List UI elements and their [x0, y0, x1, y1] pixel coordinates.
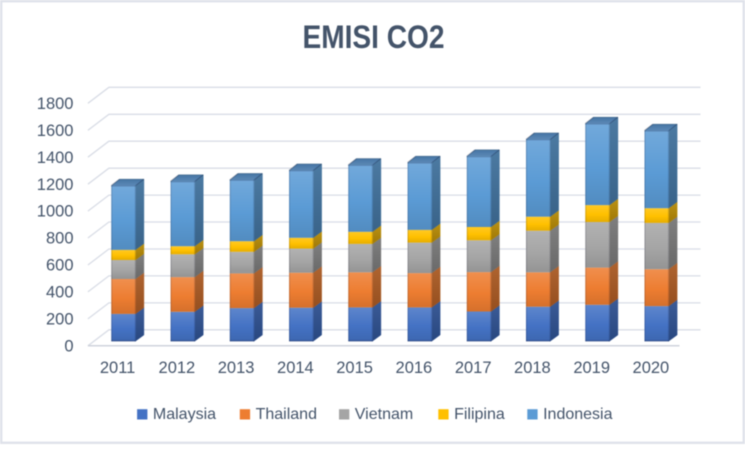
svg-text:2018: 2018 [514, 359, 551, 377]
svg-text:Indonesia: Indonesia [543, 406, 612, 423]
svg-text:1200: 1200 [37, 176, 74, 194]
svg-text:600: 600 [46, 257, 74, 275]
svg-text:2015: 2015 [336, 359, 373, 377]
svg-text:2012: 2012 [159, 359, 196, 377]
svg-text:0: 0 [64, 337, 73, 355]
svg-text:2017: 2017 [455, 359, 492, 377]
svg-text:2016: 2016 [396, 359, 433, 377]
svg-text:1400: 1400 [37, 149, 74, 167]
svg-text:2014: 2014 [277, 359, 314, 377]
svg-text:Malaysia: Malaysia [153, 406, 216, 423]
svg-text:Vietnam: Vietnam [355, 406, 413, 423]
svg-text:Filipina: Filipina [454, 406, 505, 423]
svg-text:1800: 1800 [37, 95, 74, 113]
svg-text:2013: 2013 [218, 359, 255, 377]
svg-text:400: 400 [46, 284, 74, 302]
svg-text:Thailand: Thailand [256, 406, 317, 423]
svg-text:200: 200 [46, 311, 74, 329]
svg-text:EMISI CO2: EMISI CO2 [302, 20, 444, 55]
svg-text:1000: 1000 [37, 203, 74, 221]
svg-text:1600: 1600 [37, 122, 74, 140]
svg-text:800: 800 [46, 230, 74, 248]
svg-text:2019: 2019 [573, 359, 610, 377]
svg-text:2020: 2020 [633, 359, 670, 377]
svg-text:2011: 2011 [100, 359, 135, 377]
